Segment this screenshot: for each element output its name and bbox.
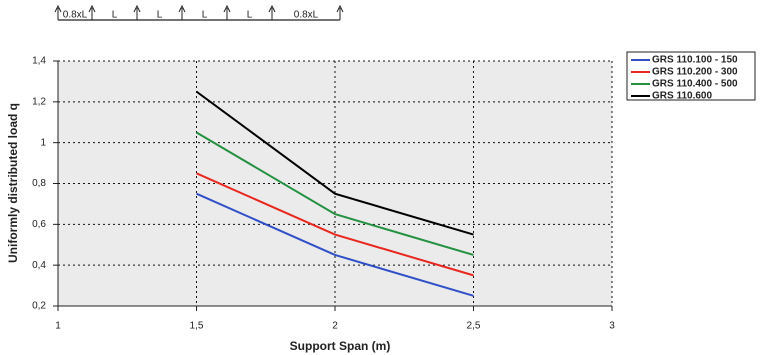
beam-label: L <box>157 10 163 21</box>
series-line <box>195 131 474 256</box>
y-tick-label: 0,6 <box>32 219 46 230</box>
beam-label: L <box>112 10 118 21</box>
x-tick-label: 2,5 <box>467 321 481 332</box>
y-tick-label: 1 <box>40 137 46 148</box>
y-tick-label: 1,2 <box>32 96 46 107</box>
beam-label: L <box>247 10 253 21</box>
beam-label: 0.8xL <box>294 10 319 21</box>
arrow-head <box>336 4 344 13</box>
legend-label: GRS 110.200 - 300 <box>652 67 738 78</box>
arrow-head <box>178 4 186 13</box>
series-line <box>196 172 474 277</box>
arrow-head <box>268 4 276 13</box>
y-tick-label: 0,2 <box>32 301 46 312</box>
y-tick-label: 0,4 <box>32 260 46 271</box>
legend-label: GRS 110.600 <box>652 91 712 102</box>
y-axis-label: Uniformly distributed load q <box>6 103 20 263</box>
x-tick-label: 2 <box>332 321 338 332</box>
series-line <box>195 90 474 236</box>
y-tick-label: 0,8 <box>32 178 46 189</box>
arrow-head <box>223 4 231 13</box>
arrow-head <box>133 4 141 13</box>
beam-diagram: 0.8xL L L L L 0.8xL <box>54 4 344 21</box>
x-axis-label: Support Span (m) <box>290 339 391 353</box>
x-tick-label: 1,5 <box>190 321 204 332</box>
y-tick-label: 1,4 <box>32 56 46 67</box>
beam-label: L <box>202 10 208 21</box>
legend-label: GRS 110.400 - 500 <box>652 79 738 90</box>
legend-label: GRS 110.100 - 150 <box>652 55 738 66</box>
arrow-head <box>88 4 96 13</box>
arrow-head <box>54 4 62 13</box>
series-line <box>196 192 474 297</box>
beam-label: 0.8xL <box>63 10 88 21</box>
x-tick-label: 1 <box>55 321 61 332</box>
x-tick-label: 3 <box>609 321 615 332</box>
